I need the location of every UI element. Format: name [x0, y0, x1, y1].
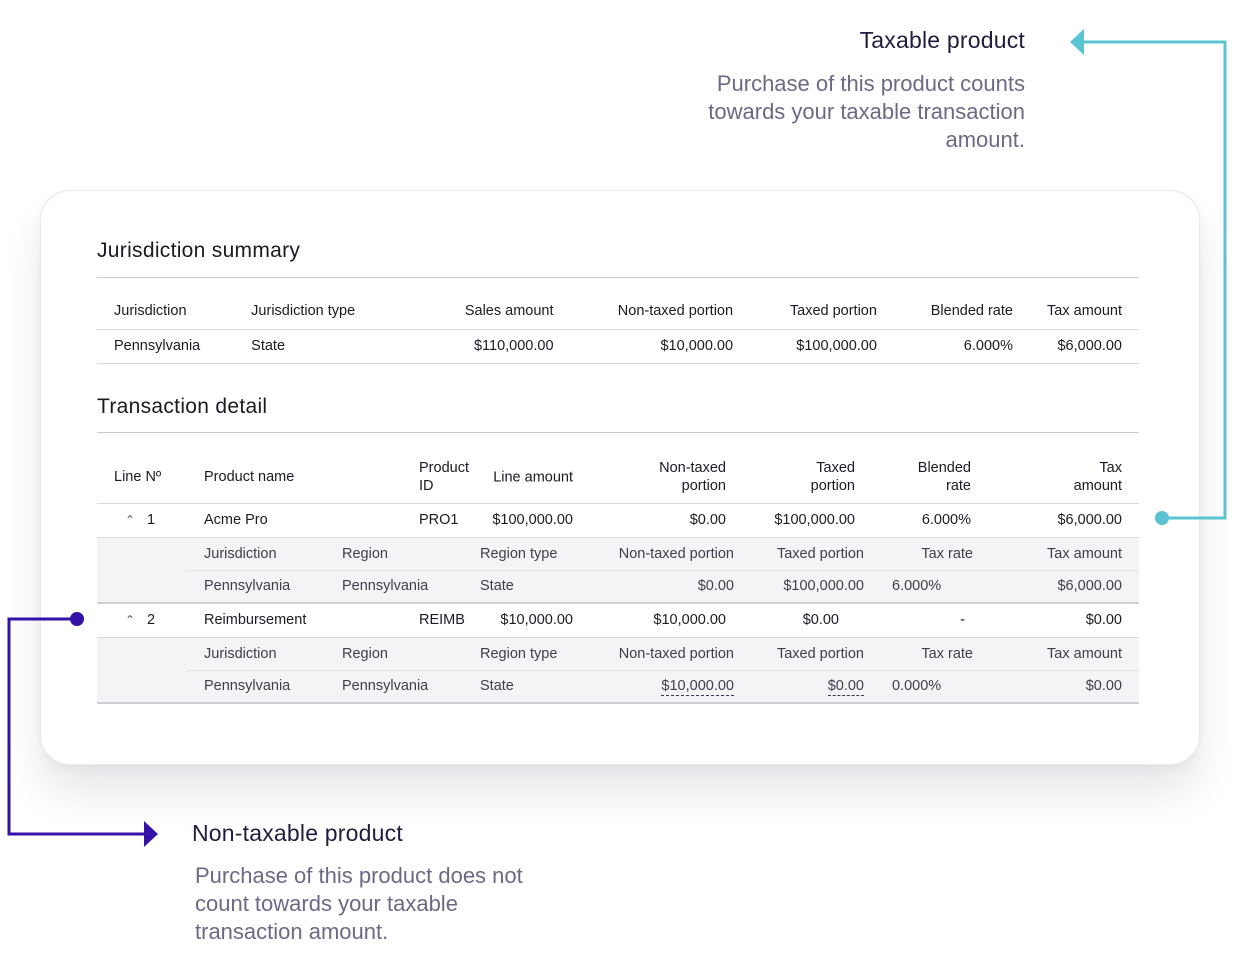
blended-rate-cell: - — [872, 603, 988, 638]
table-cell: 6.000% — [872, 570, 988, 604]
column-header: Jurisdiction — [97, 289, 235, 330]
non-taxed-cell: $0.00 — [590, 503, 743, 538]
jurisdiction-row: Pennsylvania Pennsylvania State $10,000.… — [97, 670, 1139, 704]
line-amount-header: Line amount — [493, 469, 573, 486]
line-item-row[interactable]: ⌃ 1 Acme Pro PRO1 $100,000.00 $0.00 $100,… — [97, 503, 1139, 538]
table-cell: Pennsylvania — [325, 670, 463, 704]
table-cell: State — [234, 329, 422, 364]
table-cell: 0.000% — [872, 670, 988, 704]
table-cell: $0.00 — [590, 570, 743, 604]
sub-column-header: Taxed portion — [743, 537, 872, 571]
sub-column-header: Tax amount — [988, 637, 1139, 671]
table-cell: $100,000.00 — [743, 570, 872, 604]
section-divider — [97, 277, 1139, 278]
table-cell: State — [463, 670, 590, 704]
chevron-up-icon[interactable]: ⌃ — [125, 613, 136, 628]
tax-amount-cell: $0.00 — [988, 603, 1139, 638]
section-divider — [97, 432, 1139, 433]
taxed-cell: $0.00 — [743, 603, 872, 638]
row-gutter — [97, 670, 187, 704]
table-header-row: Jurisdiction Jurisdiction type Sales amo… — [97, 289, 1139, 330]
table-cell: Pennsylvania — [325, 570, 463, 604]
sub-column-header: Tax rate — [872, 537, 988, 571]
jurisdiction-row: Pennsylvania Pennsylvania State $0.00 $1… — [97, 570, 1139, 604]
product-name-cell: Acme Pro — [187, 503, 402, 538]
jurisdiction-subheader-row: Jurisdiction Region Region type Non-taxe… — [97, 537, 1139, 571]
sub-column-header: Region type — [463, 637, 590, 671]
table-header-row: Line Nº Product name Product ID Line amo… — [97, 447, 1139, 504]
column-header: Taxed portion — [750, 289, 894, 330]
chevron-up-icon[interactable]: ⌃ — [125, 513, 136, 527]
row-gutter — [97, 537, 187, 570]
sub-column-header: Non-taxed portion — [590, 637, 743, 671]
row-gutter — [97, 570, 187, 604]
column-header: Product name — [187, 447, 402, 504]
nontaxable-callout-text: Purchase of this product does not count … — [195, 863, 523, 944]
column-header: Non-taxed portion — [570, 289, 751, 330]
column-header: Non-taxed portion — [590, 447, 743, 504]
column-header: Sales amount — [421, 289, 571, 330]
table-cell: $6,000.00 — [988, 570, 1139, 604]
tax-summary-card: Jurisdiction summary Jurisdiction Jurisd… — [40, 190, 1200, 765]
sub-column-header: Region — [325, 537, 463, 571]
tax-amount-cell: $6,000.00 — [988, 503, 1139, 538]
blended-rate-cell: 6.000% — [872, 503, 988, 538]
column-header: Blended rate — [893, 289, 1030, 330]
product-id: REIMB — [419, 612, 465, 629]
table-cell: $10,000.00 — [570, 329, 751, 364]
product-id-amount-cell: REIMB $10,000.00 — [402, 603, 590, 638]
table-cell: Pennsylvania — [187, 670, 325, 704]
product-name-cell: Reimbursement — [187, 603, 402, 638]
nontaxable-callout-title: Non-taxable product — [192, 820, 403, 846]
line-item-row[interactable]: ⌃ 2 Reimbursement REIMB $10,000.00 $10,00… — [97, 603, 1139, 638]
arrow-left-icon — [1070, 29, 1084, 55]
table-cell: $100,000.00 — [750, 329, 894, 364]
product-id-header: Product ID — [419, 459, 469, 494]
transaction-detail-title: Transaction detail — [97, 395, 268, 418]
column-header: Taxed portion — [743, 447, 872, 504]
column-header: Jurisdiction type — [234, 289, 422, 330]
table-cell: Pennsylvania — [97, 329, 235, 364]
table-cell: Pennsylvania — [187, 570, 325, 604]
transaction-detail-table: Line Nº Product name Product ID Line amo… — [97, 447, 1139, 704]
table-cell: $0.00 — [743, 670, 872, 704]
sub-column-header: Region type — [463, 537, 590, 571]
table-cell: $10,000.00 — [590, 670, 743, 704]
product-id-amount-cell: PRO1 $100,000.00 — [402, 503, 590, 538]
jurisdiction-subheader-row: Jurisdiction Region Region type Non-taxe… — [97, 637, 1139, 671]
product-id: PRO1 — [419, 512, 459, 528]
sub-column-header: Jurisdiction — [187, 637, 325, 671]
table-cell: $6,000.00 — [1029, 329, 1139, 364]
taxable-callout-title: Taxable product — [859, 27, 1025, 53]
column-header: Product ID Line amount — [402, 447, 590, 504]
row-gutter — [97, 637, 187, 670]
line-number-cell: ⌃ 2 — [97, 603, 187, 638]
table-cell: $110,000.00 — [421, 329, 571, 364]
non-taxed-amount-tooltip-trigger[interactable]: $10,000.00 — [661, 678, 734, 697]
sub-column-header: Jurisdiction — [187, 537, 325, 571]
taxed-cell: $100,000.00 — [743, 503, 872, 538]
column-header: Line Nº — [97, 447, 187, 504]
non-taxed-cell: $10,000.00 — [590, 603, 743, 638]
taxed-amount-tooltip-trigger[interactable]: $0.00 — [827, 678, 864, 697]
line-amount: $10,000.00 — [500, 612, 573, 629]
arrow-right-icon — [144, 821, 158, 847]
sub-column-header: Non-taxed portion — [590, 537, 743, 571]
line-number-cell: ⌃ 1 — [97, 503, 187, 538]
table-cell: $0.00 — [988, 670, 1139, 704]
column-header: Blended rate — [872, 447, 988, 504]
line-amount: $100,000.00 — [492, 512, 573, 528]
column-header: Tax amount — [988, 447, 1139, 504]
table-row: Pennsylvania State $110,000.00 $10,000.0… — [97, 329, 1139, 364]
taxable-callout-text: Purchase of this product counts towards … — [708, 71, 1025, 152]
sub-column-header: Taxed portion — [743, 637, 872, 671]
sub-column-header: Region — [325, 637, 463, 671]
jurisdiction-summary-table: Jurisdiction Jurisdiction type Sales amo… — [97, 289, 1139, 364]
table-cell: 6.000% — [893, 329, 1030, 364]
jurisdiction-summary-title: Jurisdiction summary — [97, 239, 301, 262]
sub-column-header: Tax amount — [988, 537, 1139, 571]
sub-column-header: Tax rate — [872, 637, 988, 671]
table-cell: State — [463, 570, 590, 604]
column-header: Tax amount — [1029, 289, 1139, 330]
